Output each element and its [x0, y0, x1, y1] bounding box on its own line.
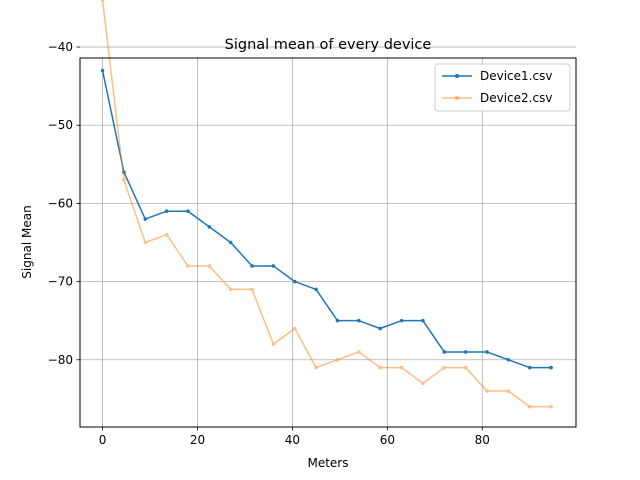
ticks: 0 20 40 60 80 −40 −50 −60 −70 −80: [48, 40, 490, 447]
data-point: [271, 264, 276, 268]
data-point: [463, 365, 468, 370]
data-point: [549, 404, 553, 409]
data-point: [271, 342, 276, 346]
legend: Device1.csv Device2.csv: [434, 63, 571, 112]
data-point: [357, 350, 361, 354]
series-line-2: [101, 0, 552, 408]
data-point: [100, 0, 105, 2]
legend-marker-device2: [455, 96, 459, 100]
legend-marker-device1: [455, 74, 459, 78]
data-point: [527, 404, 532, 409]
legend-label-device1: Device1.csv: [480, 69, 552, 83]
data-point: [485, 350, 489, 354]
data-point: [228, 240, 233, 245]
x-tick-label: 20: [190, 433, 205, 447]
chart-title: Signal mean of every device: [225, 37, 432, 53]
y-tick-label: −60: [48, 196, 73, 210]
data-point: [421, 381, 425, 386]
data-point: [399, 318, 404, 323]
data-point: [442, 365, 447, 370]
data-point: [485, 389, 489, 393]
data-point: [549, 365, 553, 370]
data-point: [207, 225, 212, 229]
data-point: [122, 178, 126, 182]
data-point: [314, 365, 318, 370]
y-tick-label: −40: [48, 40, 73, 54]
data-point: [399, 365, 404, 370]
data-point: [421, 318, 425, 323]
data-point: [357, 318, 361, 323]
data-point: [250, 287, 254, 292]
data-point: [442, 350, 447, 354]
data-point: [207, 264, 212, 268]
data-point: [314, 287, 318, 292]
data-point: [100, 68, 105, 73]
data-point: [378, 365, 383, 370]
data-point: [143, 240, 148, 245]
data-point: [143, 217, 148, 221]
data-point: [292, 326, 297, 331]
data-point: [506, 357, 511, 362]
legend-label-device2: Device2.csv: [480, 91, 552, 105]
x-tick-label: 0: [99, 433, 107, 447]
data-point: [463, 350, 468, 354]
grid: [80, 46, 576, 427]
x-tick-label: 60: [380, 433, 395, 447]
data-point: [186, 209, 190, 214]
series-2: [100, 0, 553, 409]
y-tick-label: −70: [48, 275, 73, 289]
data-point: [292, 279, 297, 284]
series-1: [100, 68, 553, 370]
y-tick-label: −50: [48, 118, 73, 132]
plot-frame: [79, 57, 577, 428]
data-point: [164, 232, 169, 237]
data-point: [186, 264, 190, 268]
data-point: [527, 365, 532, 370]
x-tick-label: 40: [285, 433, 300, 447]
x-tick-label: 80: [475, 433, 490, 447]
y-axis-label: Signal Mean: [20, 205, 34, 278]
data-point: [506, 389, 511, 393]
data-point: [335, 357, 340, 362]
data-point: [378, 326, 383, 331]
data-point: [164, 209, 169, 214]
series-line-1: [101, 70, 552, 369]
data-point: [335, 318, 340, 323]
data-point: [250, 264, 254, 268]
x-axis-label: Meters: [307, 456, 348, 470]
series-layer: [100, 0, 553, 409]
y-tick-label: −80: [48, 353, 73, 367]
data-point: [228, 287, 233, 292]
